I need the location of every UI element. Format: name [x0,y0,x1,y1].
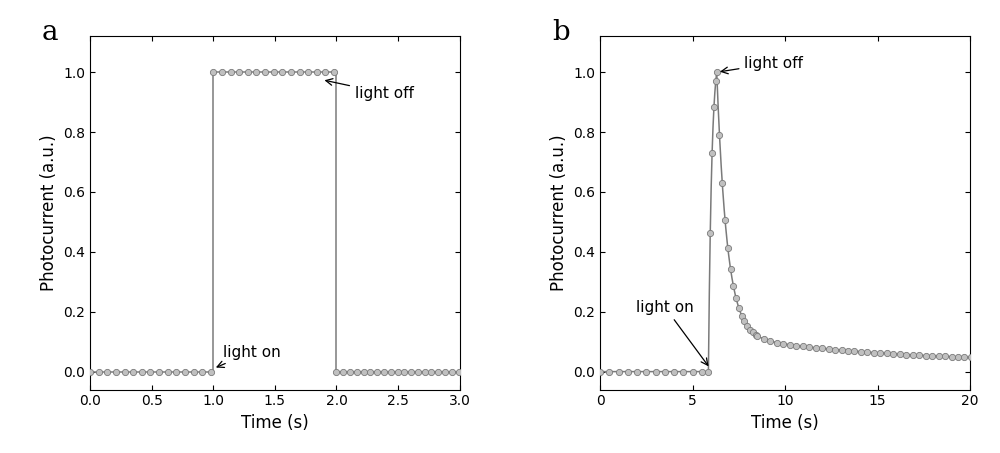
Y-axis label: Photocurrent (a.u.): Photocurrent (a.u.) [550,135,568,291]
Text: light off: light off [326,79,414,101]
Text: light on: light on [217,345,281,367]
Text: light off: light off [721,56,803,74]
Text: a: a [42,19,58,46]
X-axis label: Time (s): Time (s) [751,414,819,432]
Y-axis label: Photocurrent (a.u.): Photocurrent (a.u.) [40,135,58,291]
Text: light on: light on [636,300,708,365]
X-axis label: Time (s): Time (s) [241,414,309,432]
Text: b: b [552,19,570,46]
